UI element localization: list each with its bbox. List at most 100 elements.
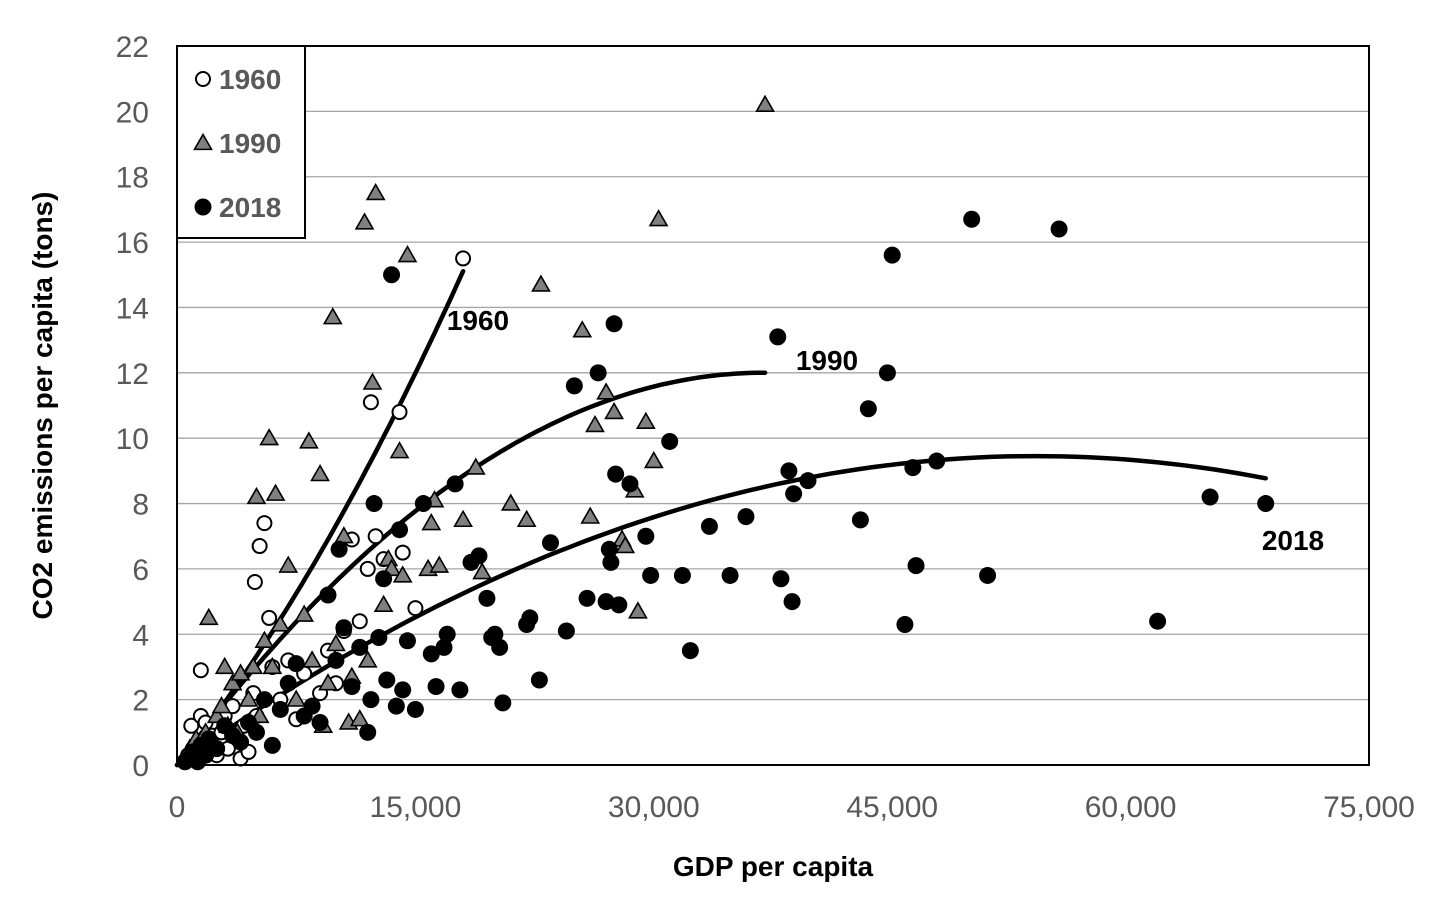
point-1990 [357,650,378,668]
point-2018 [365,495,383,513]
point-1960 [256,515,273,532]
point-2018 [287,655,305,673]
point-1990 [286,689,307,707]
point-1960 [183,717,200,734]
point-2018 [255,691,273,709]
x-tick-label: 60,000 [1085,791,1177,824]
point-1990 [211,696,232,714]
point-1990 [635,411,656,430]
point-2018 [311,714,329,732]
point-2018 [642,566,660,584]
point-2018 [700,517,718,535]
point-2018 [600,540,618,558]
point-2018 [391,521,409,539]
point-2018 [319,586,337,604]
plot-area-frame [176,45,1370,766]
point-2018 [557,622,575,640]
point-2018 [438,625,456,643]
point-1960 [261,609,278,626]
point-2018 [878,364,896,382]
point-1990 [259,428,280,446]
point-2018 [883,246,901,264]
point-1990 [755,94,775,113]
point-2018 [772,570,790,588]
point-2018 [851,511,869,529]
point-2018 [602,553,620,571]
point-1990 [238,689,259,707]
point-1960 [391,404,408,421]
point-2018 [979,566,997,584]
point-2018 [263,736,281,754]
point-1990 [354,212,375,230]
point-2018 [607,465,625,483]
point-1960 [407,600,424,617]
point-1990 [615,535,636,554]
series-2018 [176,210,1275,771]
point-2018 [279,674,297,692]
y-tick-label: 22 [116,31,149,64]
legend-label-2018: 2018 [219,192,281,223]
y-tick-label: 14 [116,292,149,325]
point-2018 [673,566,691,584]
point-2018 [247,723,265,741]
y-tick-label: 6 [132,554,149,587]
y-tick-label: 2 [132,685,149,718]
y-tick-label: 16 [116,227,149,260]
point-1990 [604,401,624,420]
point-2018 [904,459,922,477]
point-1960 [359,560,376,577]
trendline-label-1990: 1990 [796,345,858,376]
point-2018 [383,266,401,284]
point-1990 [222,673,243,691]
point-2018 [232,733,250,751]
point-1990 [500,493,521,511]
point-2018 [737,508,755,526]
point-1990 [596,382,616,400]
point-1990 [254,630,275,648]
point-2018 [208,740,226,758]
point-2018 [896,615,914,633]
point-1990 [365,182,386,201]
legend-marker-2018 [194,198,212,216]
point-2018 [486,625,504,643]
point-2018 [928,452,946,470]
x-axis-ticks: 0 15,000 30,000 45,000 60,000 75,000 [169,791,1415,824]
point-2018 [1201,488,1219,506]
y-axis-title: CO2 emissions per capita (tons) [27,192,58,620]
point-1990 [270,614,291,632]
point-2018 [359,723,377,741]
point-1990 [373,594,394,613]
point-2018 [785,485,803,503]
data-points [176,94,1275,771]
legend-marker-1990 [193,132,213,151]
y-axis-ticks: 0 2 4 6 8 10 12 14 16 18 20 22 [116,31,149,783]
point-2018 [370,629,388,647]
point-1990 [453,509,473,528]
legend-marker-1960 [195,71,211,87]
point-1990 [628,601,648,619]
point-2018 [621,475,639,493]
x-tick-label: 0 [169,791,186,824]
point-2018 [637,527,655,545]
point-2018 [907,557,925,575]
point-2018 [406,700,424,718]
point-1990 [643,450,664,469]
point-2018 [597,593,615,611]
point-2018 [327,651,345,669]
y-tick-label: 0 [132,750,149,783]
point-1960 [367,528,384,545]
point-1990 [294,604,315,622]
point-2018 [721,566,739,584]
point-2018 [769,328,787,346]
point-1990 [429,555,450,573]
point-2018 [530,671,548,689]
point-2018 [446,475,464,493]
point-1960 [362,394,379,411]
point-1960 [455,250,472,267]
point-2018 [859,400,877,418]
point-2018 [541,534,559,552]
point-1990 [397,245,418,263]
point-1990 [318,673,338,691]
point-1990 [302,650,322,668]
